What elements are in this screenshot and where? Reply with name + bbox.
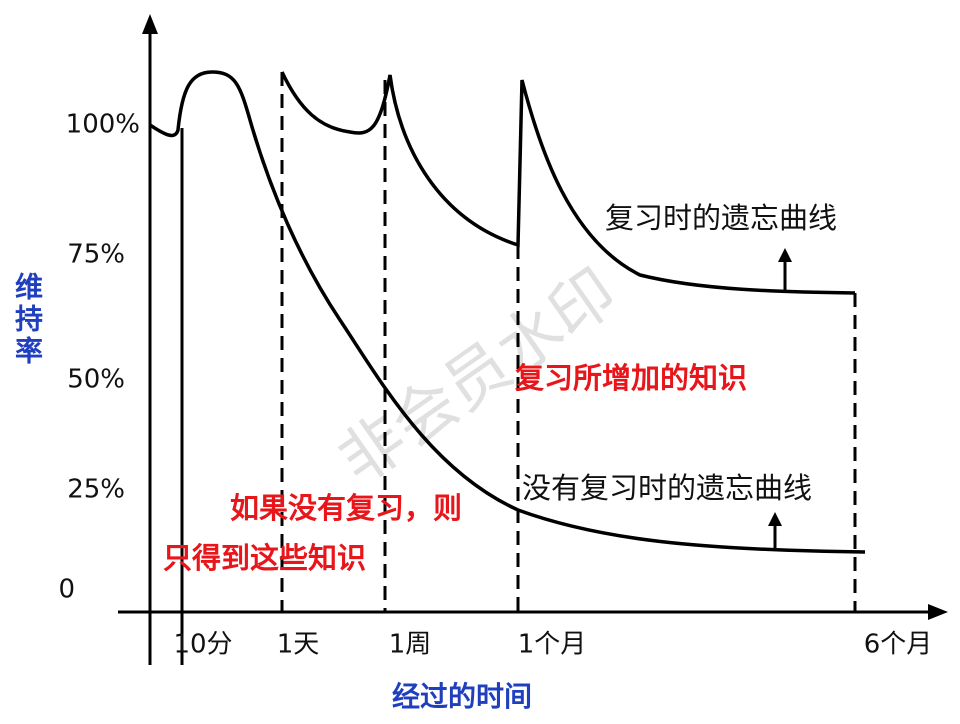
x-tick-label: 6个月 xyxy=(864,630,933,660)
x-axis-label: 经过的时间 xyxy=(392,680,532,713)
y-tick-label: 100% xyxy=(66,110,140,140)
x-arrow xyxy=(928,604,948,620)
annotation: 如果没有复习，则 xyxy=(230,491,462,525)
annotation: 复习所增加的知识 xyxy=(515,361,747,395)
annotation: 只得到这些知识 xyxy=(163,541,366,575)
x-tick-label: 1周 xyxy=(389,630,432,660)
annotation: 没有复习时的遗忘曲线 xyxy=(522,471,812,505)
review-curve xyxy=(280,71,856,295)
y-tick-label: 0 xyxy=(58,575,75,605)
y-tick-label: 75% xyxy=(67,240,125,270)
y-arrow xyxy=(142,14,158,34)
x-tick-label: 10分 xyxy=(173,630,232,660)
x-tick-label: 1天 xyxy=(277,630,320,660)
arrow-head xyxy=(768,512,782,526)
arrows xyxy=(773,258,787,548)
annotation: 复习时的遗忘曲线 xyxy=(605,201,837,235)
y-tick-label: 25% xyxy=(67,475,125,505)
no-review-curve xyxy=(149,70,866,554)
y-axis-label: 维持率 xyxy=(11,272,44,368)
arrow-head xyxy=(778,248,792,262)
axes xyxy=(118,30,935,665)
dashed-lines xyxy=(280,72,857,612)
y-tick-label: 50% xyxy=(67,365,125,395)
x-tick-label: 1个月 xyxy=(518,630,587,660)
